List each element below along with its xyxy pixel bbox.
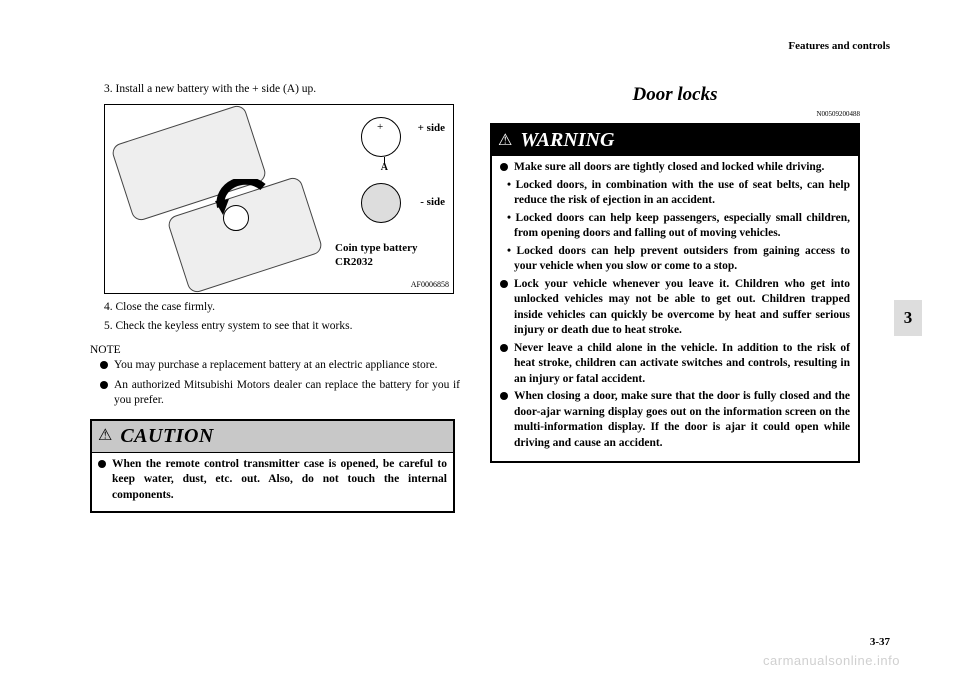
doc-code: N00509200488 [490,110,860,119]
warning-item: When closing a door, make sure that the … [500,389,850,451]
warning-subitem: • Locked doors, in combination with the … [500,178,850,209]
page: Features and controls 3. Install a new b… [0,0,960,678]
warning-header: ⚠ WARNING [492,125,858,156]
figure-id: AF0006858 [411,280,449,291]
note-heading: NOTE [90,343,460,359]
bullet-icon [500,392,508,400]
note-item: You may purchase a replacement battery a… [100,358,460,374]
bullet-icon [500,280,508,288]
warning-body: Make sure all doors are tightly closed a… [492,156,858,461]
header-section: Features and controls [788,40,890,52]
warning-text: Lock your vehicle whenever you leave it.… [514,277,850,339]
bullet-icon [500,163,508,171]
warning-subitem: • Locked doors can help keep passengers,… [500,211,850,242]
minus-side-label: - side [420,195,445,210]
warning-text: Never leave a child alone in the vehicle… [514,341,850,388]
warning-item: Lock your vehicle whenever you leave it.… [500,277,850,339]
warning-triangle-icon: ⚠ [98,428,112,444]
step-3: 3. Install a new battery with the + side… [104,82,460,98]
bullet-icon [100,361,108,369]
a-label: A [381,161,388,175]
two-column-layout: 3. Install a new battery with the + side… [90,82,900,513]
caution-header: ⚠ CAUTION [92,421,453,453]
battery-type-label: Coin type battery CR2032 [335,241,445,271]
left-column: 3. Install a new battery with the + side… [90,82,460,513]
watermark: carmanualsonline.info [763,653,900,668]
arrow-icon [213,179,273,229]
right-column: Door locks N00509200488 ⚠ WARNING Make s… [490,82,860,513]
bullet-icon [98,460,106,468]
warning-subitem: • Locked doors can help prevent outsider… [500,244,850,275]
caution-text: When the remote control transmitter case… [112,457,447,504]
section-title: Door locks [490,82,860,108]
coin-minus [361,183,401,223]
step-5: 5. Check the keyless entry system to see… [104,319,460,335]
coin-plus: + [361,117,401,157]
warning-item: Never leave a child alone in the vehicle… [500,341,850,388]
bullet-icon [100,381,108,389]
warning-text: When closing a door, make sure that the … [514,389,850,451]
note-text: An authorized Mitsubishi Motors dealer c… [114,378,460,409]
warning-item: Make sure all doors are tightly closed a… [500,160,850,176]
note-item: An authorized Mitsubishi Motors dealer c… [100,378,460,409]
warning-word: WARNING [520,127,614,154]
bullet-icon [500,344,508,352]
warning-triangle-icon: ⚠ [498,133,512,149]
page-number: 3-37 [870,636,890,648]
figure-battery: + + side A - side Coin type battery CR20… [104,104,454,294]
caution-body: When the remote control transmitter case… [92,453,453,512]
plus-symbol: + [377,120,383,135]
warning-text: Make sure all doors are tightly closed a… [514,160,824,176]
step-4: 4. Close the case firmly. [104,300,460,316]
caution-box: ⚠ CAUTION When the remote control transm… [90,419,455,514]
page-tab: 3 [894,300,922,336]
caution-word: CAUTION [120,423,214,450]
note-text: You may purchase a replacement battery a… [114,358,438,374]
warning-box: ⚠ WARNING Make sure all doors are tightl… [490,123,860,463]
plus-side-label: + side [418,121,445,136]
